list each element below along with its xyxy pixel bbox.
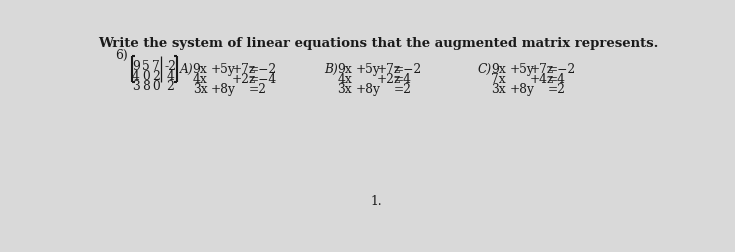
Text: +7z: +7z <box>530 62 554 75</box>
Text: -2: -2 <box>164 59 176 72</box>
Text: A): A) <box>179 62 193 75</box>
Text: =−2: =−2 <box>548 62 576 75</box>
Text: 2: 2 <box>152 69 160 82</box>
Text: =−2: =−2 <box>394 62 423 75</box>
Text: 1.: 1. <box>370 195 382 207</box>
Text: +5y: +5y <box>509 62 534 75</box>
Text: +8y: +8y <box>509 82 534 95</box>
Text: 9: 9 <box>132 59 140 72</box>
Text: 7: 7 <box>152 59 160 72</box>
Text: =−2: =−2 <box>249 62 277 75</box>
Text: +7z: +7z <box>376 62 401 75</box>
Text: +2z: +2z <box>376 72 401 85</box>
Text: Write the system of linear equations that the augmented matrix represents.: Write the system of linear equations tha… <box>98 36 659 49</box>
Text: 0: 0 <box>152 79 160 92</box>
Text: +8y: +8y <box>211 82 236 95</box>
Text: 6): 6) <box>115 49 128 61</box>
Text: =2: =2 <box>394 82 412 95</box>
Text: +5y: +5y <box>356 62 381 75</box>
Text: 4: 4 <box>166 69 174 82</box>
Text: 3: 3 <box>132 79 140 92</box>
Text: =−4: =−4 <box>249 72 277 85</box>
Text: +7z: +7z <box>232 62 256 75</box>
Text: 3x: 3x <box>337 82 352 95</box>
Text: 8: 8 <box>142 79 150 92</box>
Text: 4x: 4x <box>337 72 352 85</box>
Text: 2: 2 <box>166 79 174 92</box>
Text: =4: =4 <box>548 72 565 85</box>
Text: =4: =4 <box>394 72 412 85</box>
Text: C): C) <box>478 62 492 75</box>
Text: +8y: +8y <box>356 82 381 95</box>
Text: 9x: 9x <box>193 62 207 75</box>
Text: 7x: 7x <box>491 72 506 85</box>
Text: 4: 4 <box>132 69 140 82</box>
Text: =2: =2 <box>548 82 565 95</box>
Text: 5: 5 <box>143 59 150 72</box>
Text: 9x: 9x <box>491 62 506 75</box>
Text: 0: 0 <box>143 69 150 82</box>
Text: 9x: 9x <box>337 62 352 75</box>
Text: +4z: +4z <box>530 72 554 85</box>
Text: =2: =2 <box>249 82 268 95</box>
Text: +2z: +2z <box>232 72 256 85</box>
Text: 3x: 3x <box>193 82 207 95</box>
Text: +5y: +5y <box>211 62 236 75</box>
Text: B): B) <box>324 62 338 75</box>
Text: 3x: 3x <box>491 82 506 95</box>
Text: 4x: 4x <box>193 72 207 85</box>
